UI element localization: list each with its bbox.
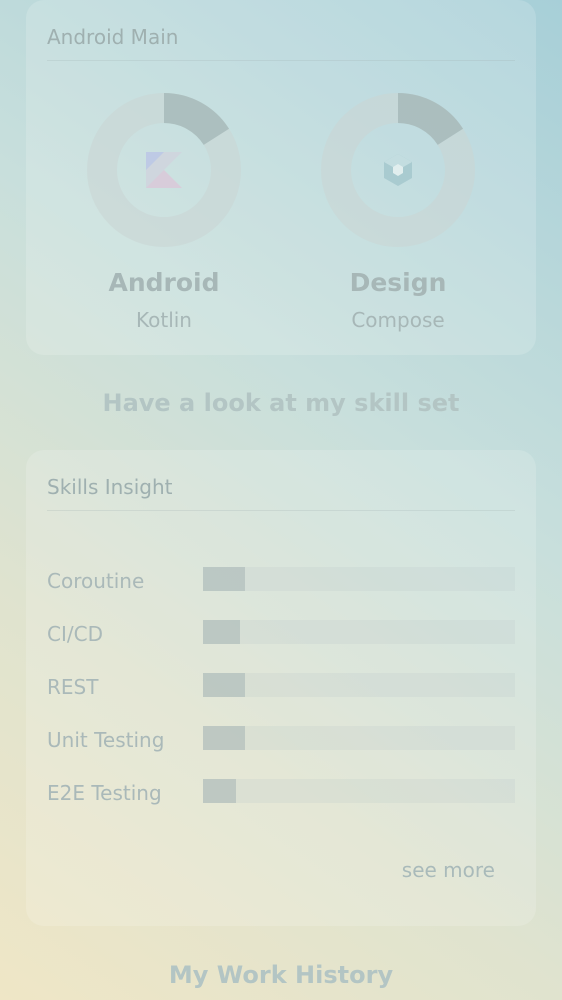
skill-row-coroutine: Coroutine	[47, 567, 515, 593]
work-history-heading: My Work History	[168, 961, 394, 989]
skill-bar-track	[203, 620, 515, 644]
android-ring-arc	[87, 93, 241, 247]
skill-bar-track	[203, 567, 515, 591]
android-main-card: Android Main Android Kotlin Design Comp	[26, 0, 536, 355]
skills-insight-card: Skills Insight Coroutine CI/CD REST Unit…	[26, 450, 536, 926]
design-ring-chart	[321, 93, 475, 247]
android-main-divider	[47, 60, 515, 61]
design-ring-subtitle: Compose	[351, 308, 445, 332]
skill-label: Unit Testing	[47, 728, 165, 752]
design-ring-arc	[321, 93, 475, 247]
skill-bar-fill	[203, 673, 246, 697]
skill-label: E2E Testing	[47, 781, 162, 805]
compose-hexagon-icon	[384, 154, 412, 186]
android-skill-ring[interactable]	[86, 92, 242, 248]
android-main-title: Android Main	[47, 25, 179, 49]
skill-row-ci-cd: CI/CD	[47, 620, 515, 646]
skill-label: REST	[47, 675, 99, 699]
design-ring-title: Design	[349, 268, 447, 297]
skill-row-rest: REST	[47, 673, 515, 699]
skill-bar-track	[203, 779, 515, 803]
kotlin-logo-icon	[146, 152, 182, 188]
skill-bar-fill	[203, 779, 236, 803]
android-ring-title: Android	[108, 268, 220, 297]
design-skill-ring[interactable]	[320, 92, 476, 248]
android-ring-subtitle: Kotlin	[136, 308, 192, 332]
skill-label: CI/CD	[47, 622, 103, 646]
skill-bar-track	[203, 726, 515, 750]
see-more-link[interactable]: see more	[401, 858, 495, 882]
skill-row-unit-testing: Unit Testing	[47, 726, 515, 752]
skill-bar-fill	[203, 567, 246, 591]
skill-row-e2e-testing: E2E Testing	[47, 779, 515, 805]
skill-bar-track	[203, 673, 515, 697]
skill-bar-fill	[203, 620, 241, 644]
android-ring-chart	[87, 93, 241, 247]
skill-bar-fill	[203, 726, 246, 750]
skill-label: Coroutine	[47, 569, 145, 593]
skills-insight-title: Skills Insight	[47, 475, 173, 499]
skills-section-heading: Have a look at my skill set	[102, 389, 460, 417]
skills-insight-divider	[47, 510, 515, 511]
